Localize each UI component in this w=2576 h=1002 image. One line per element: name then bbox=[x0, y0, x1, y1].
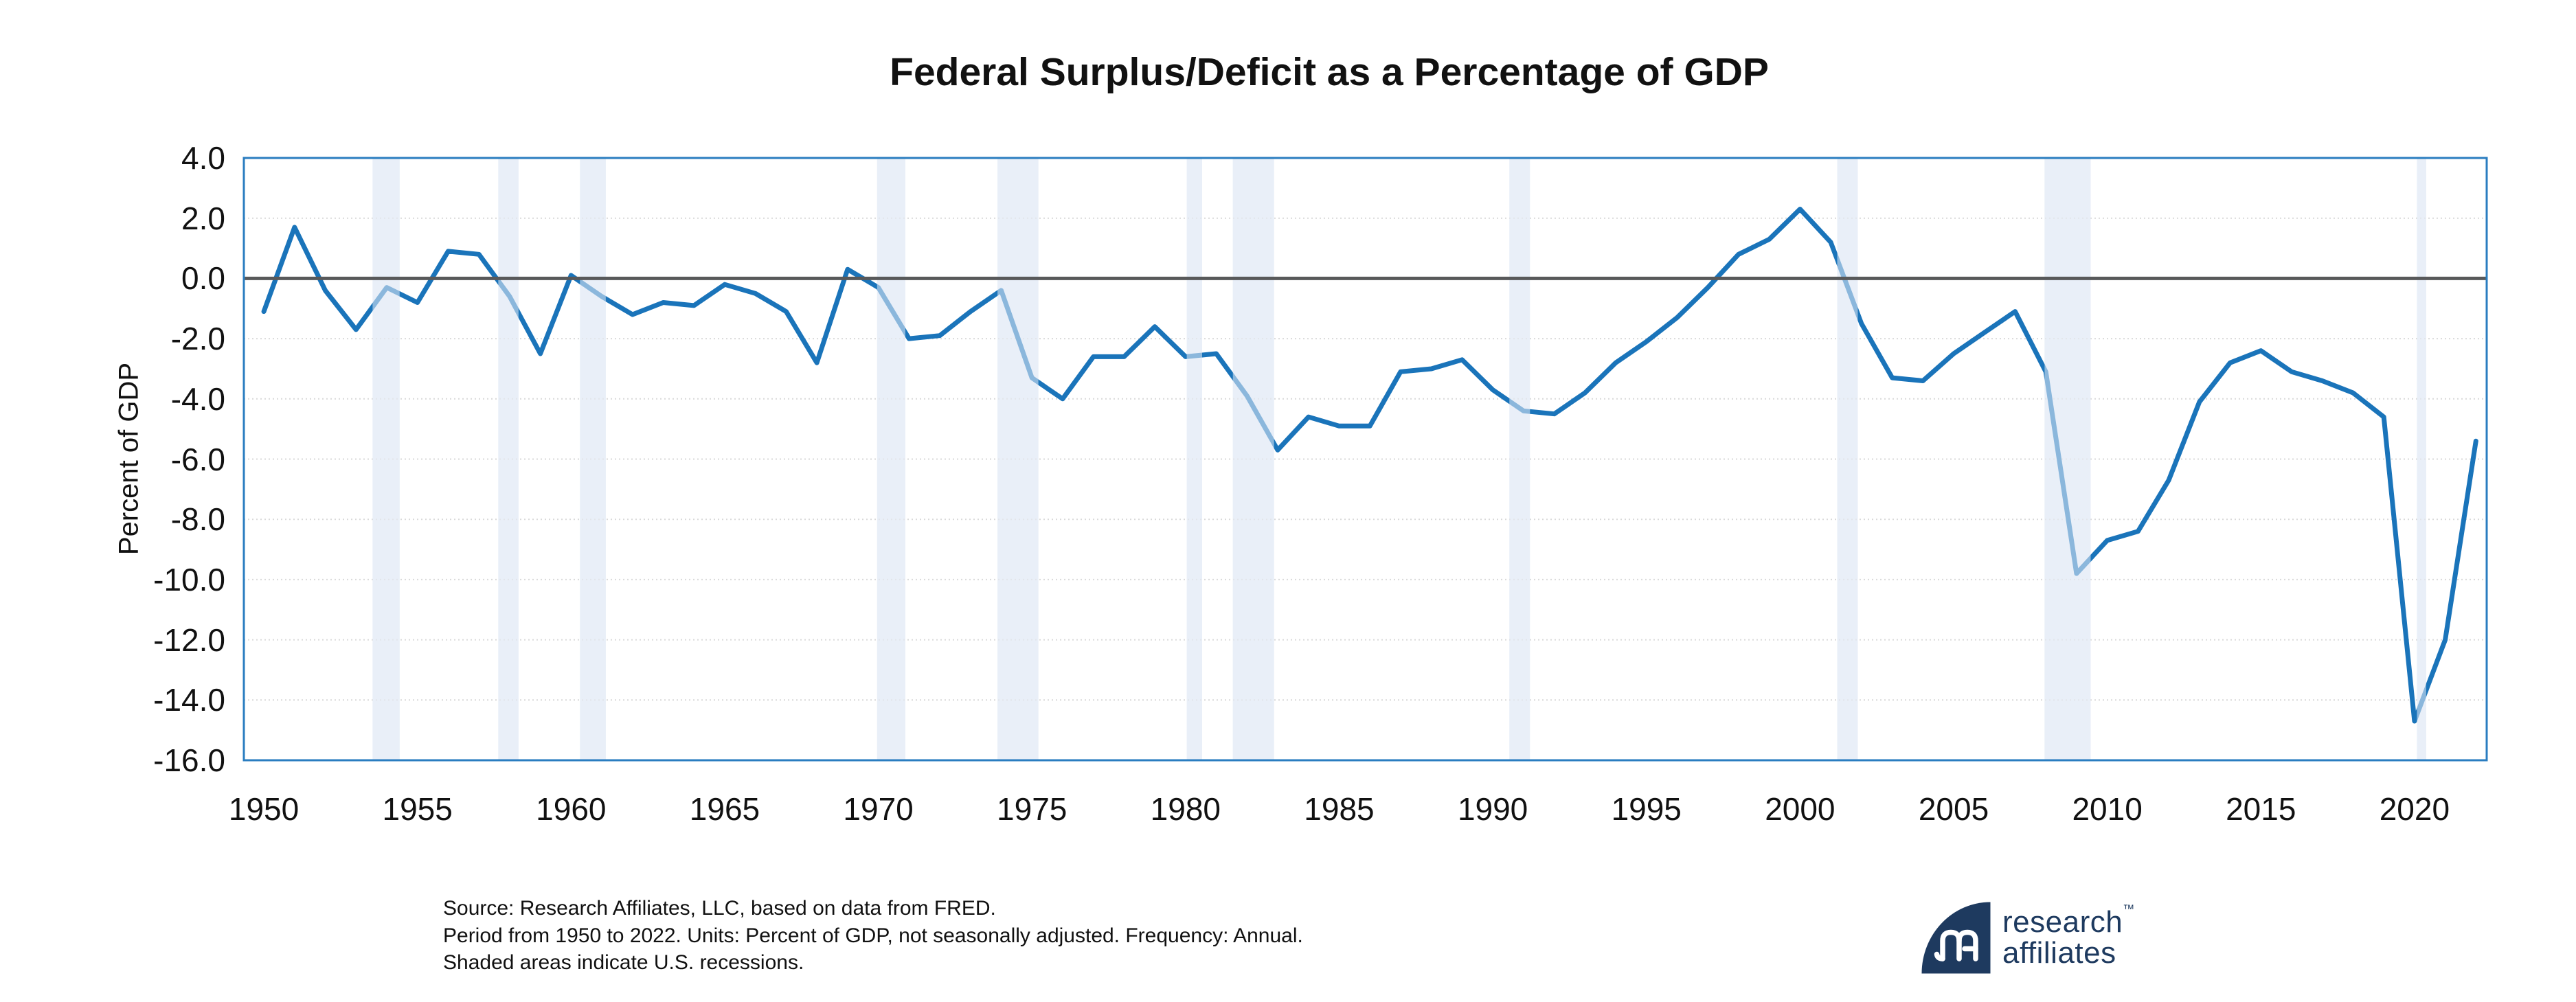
source-line: Shaded areas indicate U.S. recessions. bbox=[443, 951, 804, 974]
research-affiliates-wordmark: research™ affiliates bbox=[2002, 902, 2134, 968]
source-note: Source: Research Affiliates, LLC, based … bbox=[443, 895, 1303, 977]
recession-band-overlay bbox=[372, 158, 400, 760]
x-tick-label: 1970 bbox=[843, 791, 914, 827]
x-tick-label: 2010 bbox=[2072, 791, 2143, 827]
logo-word-affiliates: affiliates bbox=[2002, 936, 2116, 970]
recession-band-overlay bbox=[2417, 158, 2426, 760]
y-tick-label: 2.0 bbox=[181, 200, 225, 236]
x-tick-label: 1975 bbox=[997, 791, 1067, 827]
recession-band-overlay bbox=[2044, 158, 2091, 760]
recession-band-overlay bbox=[1509, 158, 1530, 760]
chart-title: Federal Surplus/Deficit as a Percentage … bbox=[890, 50, 1769, 94]
research-affiliates-logo: research™ affiliates bbox=[1921, 902, 2134, 974]
recession-band-overlay bbox=[877, 158, 905, 760]
y-tick-label: -12.0 bbox=[153, 622, 225, 658]
x-tick-label: 1985 bbox=[1304, 791, 1375, 827]
x-tick-label: 1950 bbox=[228, 791, 300, 827]
y-tick-label: -10.0 bbox=[153, 561, 225, 597]
y-tick-label: -6.0 bbox=[170, 441, 225, 477]
data-line bbox=[261, 207, 2478, 724]
recession-band-overlay bbox=[1837, 158, 1858, 760]
x-tick-label: 1980 bbox=[1150, 791, 1221, 827]
x-tick-label: 2015 bbox=[2226, 791, 2296, 827]
y-tick-label: -2.0 bbox=[170, 321, 225, 357]
y-tick-label: -4.0 bbox=[170, 380, 225, 417]
x-tick-label: 2020 bbox=[2379, 791, 2450, 827]
y-tick-label: -16.0 bbox=[153, 742, 225, 778]
source-line: Period from 1950 to 2022. Units: Percent… bbox=[443, 924, 1303, 947]
y-tick-label: 0.0 bbox=[181, 260, 225, 297]
x-tick-label: 1965 bbox=[689, 791, 760, 827]
recession-band-overlay bbox=[997, 158, 1039, 760]
plot-border bbox=[242, 157, 2488, 762]
recession-band-overlay bbox=[1186, 158, 1203, 760]
x-tick-label: 1960 bbox=[536, 791, 607, 827]
x-tick-label: 2005 bbox=[1918, 791, 1989, 827]
trademark-symbol: ™ bbox=[2123, 902, 2135, 915]
y-tick-label: -14.0 bbox=[153, 682, 225, 718]
recession-band-overlay bbox=[580, 158, 606, 760]
y-tick-label: -8.0 bbox=[170, 501, 225, 538]
x-tick-label: 1995 bbox=[1611, 791, 1682, 827]
y-tick-label: 4.0 bbox=[181, 140, 225, 176]
recession-band-overlay bbox=[1232, 158, 1274, 760]
research-affiliates-logo-icon bbox=[1921, 902, 1991, 974]
x-tick-label: 1955 bbox=[382, 791, 453, 827]
logo-word-research: research™ bbox=[2002, 902, 2135, 939]
x-tick-label: 2000 bbox=[1765, 791, 1835, 827]
source-line: Source: Research Affiliates, LLC, based … bbox=[443, 897, 996, 920]
recession-band-overlay bbox=[498, 158, 519, 760]
x-tick-label: 1990 bbox=[1457, 791, 1528, 827]
